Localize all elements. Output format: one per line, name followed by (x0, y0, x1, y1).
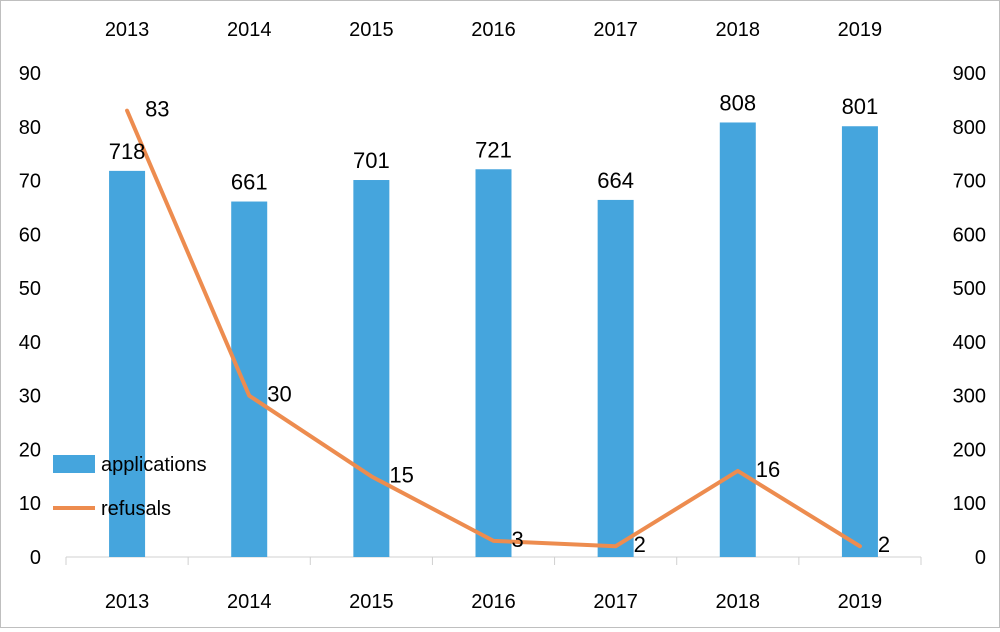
left-axis-tick-label: 10 (19, 493, 41, 515)
data-labels: 718 661 701 721 664 808 801 83 30 15 3 2 16 2 (109, 90, 890, 557)
refusals-point (737, 470, 739, 472)
refusals-data-label: 2 (878, 532, 890, 557)
applications-bar (475, 169, 512, 558)
refusals-point (859, 545, 861, 547)
x-axis-top-label: 2013 (105, 19, 150, 41)
right-axis-tick-label: 300 (953, 386, 986, 408)
right-axis-tick-label: 200 (953, 439, 986, 461)
applications-data-label: 701 (353, 148, 390, 173)
applications-data-label: 664 (597, 168, 634, 193)
refusals-data-label: 83 (145, 97, 169, 122)
right-axis-tick-label: 500 (953, 278, 986, 300)
left-axis-tick-label: 0 (30, 547, 41, 569)
x-axis-top-label: 2015 (349, 19, 394, 41)
right-axis-tick-label: 0 (975, 547, 986, 569)
x-axis-bottom-label: 2016 (471, 591, 516, 613)
applications-bar (597, 199, 634, 557)
x-axis-top-label: 2017 (593, 19, 638, 41)
refusals-data-label: 3 (512, 527, 524, 552)
x-axis-bottom-label: 2015 (349, 591, 394, 613)
x-axis-bottom-label: 2017 (593, 591, 638, 613)
right-axis-tick-label: 100 (953, 493, 986, 515)
left-axis-tick-label: 30 (19, 386, 41, 408)
left-axis-tick-label: 20 (19, 439, 41, 461)
applications-bar (353, 180, 390, 558)
applications-data-label: 721 (475, 137, 512, 162)
legend-label-refusals: refusals (101, 498, 171, 520)
applications-data-label: 801 (842, 94, 879, 119)
left-axis-tick-label: 90 (19, 63, 41, 85)
right-axis-tick-label: 700 (953, 171, 986, 193)
legend-swatch-applications (53, 455, 95, 473)
refusals-line (125, 108, 862, 549)
left-axis-tick-label: 70 (19, 171, 41, 193)
x-axis-top-label: 2014 (227, 19, 272, 41)
applications-bars (109, 122, 878, 558)
left-axis-tick-label: 50 (19, 278, 41, 300)
applications-data-label: 661 (231, 170, 268, 195)
applications-bar (109, 170, 146, 557)
x-axis-bottom-label: 2019 (838, 591, 883, 613)
refusals-data-label: 30 (267, 382, 291, 407)
left-axis-tick-label: 60 (19, 224, 41, 246)
applications-data-label: 718 (109, 139, 146, 164)
applications-bar (841, 126, 878, 558)
refusals-point (493, 540, 494, 542)
x-axis-bottom-label: 2018 (716, 591, 761, 613)
left-axis-tick-label: 40 (19, 332, 41, 354)
right-axis-tick-label: 600 (953, 224, 986, 246)
right-axis-tick-label: 900 (953, 63, 986, 85)
right-axis-tick-label: 400 (953, 332, 986, 354)
refusals-data-label: 15 (389, 462, 413, 487)
refusals-point (370, 475, 372, 477)
refusals-point (615, 545, 617, 547)
refusals-data-label: 2 (634, 532, 646, 557)
refusals-point (126, 110, 128, 112)
x-axis-top-label: 2016 (471, 19, 516, 41)
legend-label-applications: applications (101, 454, 207, 476)
x-axis-top-label: 2019 (838, 19, 883, 41)
x-axis-bottom-label: 2013 (105, 591, 150, 613)
applications-data-label: 808 (719, 90, 756, 115)
chart-axes: 0102030405060708090010020030040050060070… (19, 19, 986, 613)
x-axis-top-label: 2018 (716, 19, 761, 41)
right-axis-tick-label: 800 (953, 117, 986, 139)
refusals-data-label: 16 (756, 457, 780, 482)
refusals-point (248, 395, 250, 397)
applications-bar (231, 201, 268, 558)
applications-bar (719, 122, 756, 557)
legend: applications refusals (53, 454, 207, 520)
x-axis-bottom-label: 2014 (227, 591, 272, 613)
left-axis-tick-label: 80 (19, 117, 41, 139)
